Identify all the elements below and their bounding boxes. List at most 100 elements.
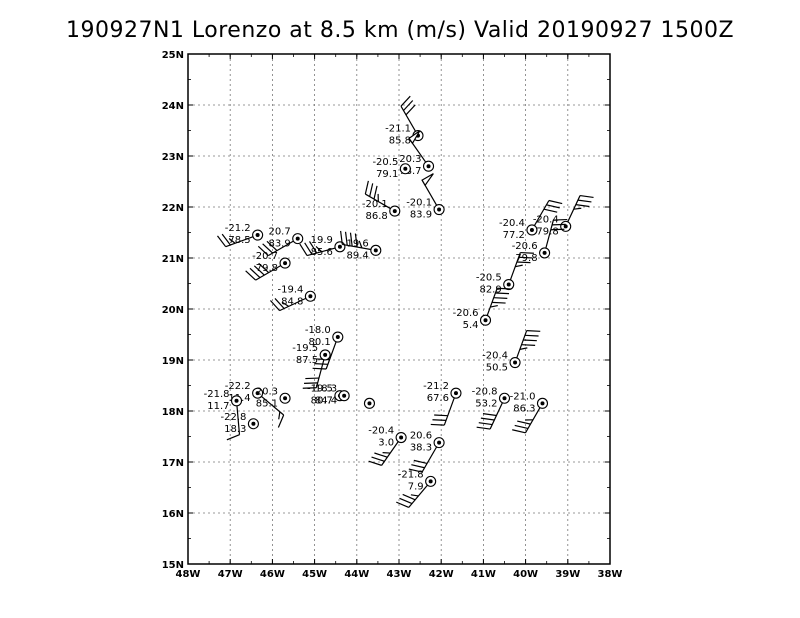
- humidity-label: 11.7: [207, 401, 229, 412]
- wind-barb-feather: [314, 363, 328, 365]
- station-marker-dot: [295, 236, 300, 241]
- humidity-label: 78.5: [228, 235, 250, 246]
- wind-barb-staff: [400, 105, 419, 136]
- station-marker-dot: [453, 391, 458, 396]
- humidity-label: 82.9: [479, 285, 501, 296]
- humidity-label: 85.1: [256, 398, 278, 409]
- wind-barb-feather: [512, 429, 526, 434]
- wind-barb-pennant: [421, 173, 434, 187]
- wind-barb-feather: [434, 414, 448, 417]
- wind-barb-feather: [517, 420, 531, 425]
- wind-barb-staff: [279, 295, 311, 312]
- station-observation: 20.638.3: [408, 431, 445, 473]
- wind-barb-feather: [226, 434, 240, 441]
- station-observation: -20.779.8: [245, 251, 291, 281]
- wind-barb-staff: [257, 392, 285, 416]
- wind-barb-feather: [399, 497, 413, 505]
- wind-barb-feather: [546, 204, 560, 209]
- station-marker-dot: [342, 393, 347, 398]
- station-observation: 19.689.4: [340, 230, 382, 261]
- wind-barb-feather: [577, 199, 592, 203]
- wind-barb-feather: [253, 265, 265, 276]
- station-observation: -20.6 79.8: [512, 218, 568, 264]
- wind-barb-feather: [369, 183, 374, 197]
- temperature-label: -20.5: [372, 157, 398, 168]
- wind-barb-feather: [299, 243, 308, 256]
- station-marker-dot: [529, 227, 534, 232]
- wind-barb-staff: [315, 354, 326, 388]
- humidity-label: 78.7: [399, 166, 421, 177]
- wind-barb-feather: [358, 240, 363, 249]
- wind-barb-feather: [266, 240, 278, 252]
- humidity-label: 85.6: [311, 247, 333, 258]
- wind-barb-feather: [573, 207, 582, 210]
- station-observation: -20.186.8: [362, 180, 401, 222]
- wind-barb-feather: [493, 297, 508, 299]
- humidity-label: 83.9: [268, 239, 290, 250]
- station-marker-dot: [563, 224, 568, 229]
- temperature-label: -20.6: [512, 241, 538, 252]
- wind-barb-feather: [480, 417, 495, 421]
- station-observation: -21.086.3: [510, 391, 549, 434]
- wind-barb-feather: [344, 231, 348, 246]
- station-marker-dot: [502, 396, 507, 401]
- wind-barb-feather: [411, 464, 425, 469]
- temperature-label: -20.4: [368, 426, 394, 437]
- wind-barb-staff: [306, 246, 341, 257]
- station-marker-dot: [506, 282, 511, 287]
- humidity-label: 79.8: [536, 226, 558, 237]
- x-tick-label: 44W: [344, 569, 369, 580]
- grid-lines: [188, 54, 610, 564]
- wind-barb-feather: [281, 301, 289, 307]
- wind-barb-feather: [408, 468, 423, 473]
- wind-barb-feather: [478, 422, 493, 426]
- station-marker-dot: [540, 401, 545, 406]
- humidity-label: 84.8: [281, 296, 303, 307]
- wind-barb-feather: [371, 456, 385, 462]
- wind-barb-staff: [514, 330, 528, 363]
- wind-barb-feather: [410, 494, 419, 497]
- y-tick-label: 22N: [162, 203, 184, 214]
- temperature-label: -21.2: [225, 223, 251, 234]
- wind-barb-feather: [228, 238, 236, 244]
- temperature-label: -20.8: [472, 386, 498, 397]
- x-tick-label: 38W: [598, 569, 623, 580]
- wind-barb-feather: [364, 180, 369, 195]
- humidity-label: 80.7: [311, 396, 333, 407]
- wind-barb-staff: [565, 195, 581, 227]
- wind-barb-staff: [267, 238, 299, 257]
- station-observation: -19.587.5: [292, 343, 331, 389]
- wind-barb-feather: [312, 367, 327, 370]
- humidity-label: 86.8: [366, 211, 388, 222]
- temperature-label: 20.6: [410, 431, 432, 442]
- humidity-label: 86.3: [513, 403, 535, 414]
- wind-barb-feather: [575, 204, 590, 208]
- temperature-label: -20.7: [252, 251, 278, 262]
- y-tick-label: 24N: [162, 101, 184, 112]
- y-tick-label: 19N: [162, 356, 184, 367]
- station-marker-dot: [283, 261, 288, 266]
- wind-barb-feather: [491, 301, 506, 304]
- x-tick-label: 39W: [555, 569, 580, 580]
- temperature-label: 19.9: [311, 235, 333, 246]
- temperature-label: -20.5: [476, 273, 502, 284]
- wind-barb-feather: [519, 347, 528, 350]
- wind-barb-feather: [403, 100, 414, 111]
- station-observation: -20.477.2: [499, 199, 563, 241]
- wind-barb-feather: [521, 344, 536, 346]
- wind-barb-feather: [374, 452, 388, 458]
- station-marker-dot: [367, 401, 372, 406]
- wind-barb-feather: [340, 230, 343, 245]
- station-observation: 20.378.7: [399, 130, 435, 177]
- wind-barb-staff: [408, 480, 432, 508]
- wind-barb-staff: [524, 403, 543, 434]
- y-tick-label: 21N: [162, 254, 184, 265]
- temperature-label: 20.7: [268, 227, 290, 238]
- y-tick-label: 20N: [162, 305, 184, 316]
- temperature-label: 18.3: [315, 384, 337, 395]
- wind-barb-feather: [274, 298, 285, 309]
- station-observation: -21.267.6: [423, 381, 462, 426]
- y-tick-label: 18N: [162, 407, 184, 418]
- station-marker-dot: [255, 391, 260, 396]
